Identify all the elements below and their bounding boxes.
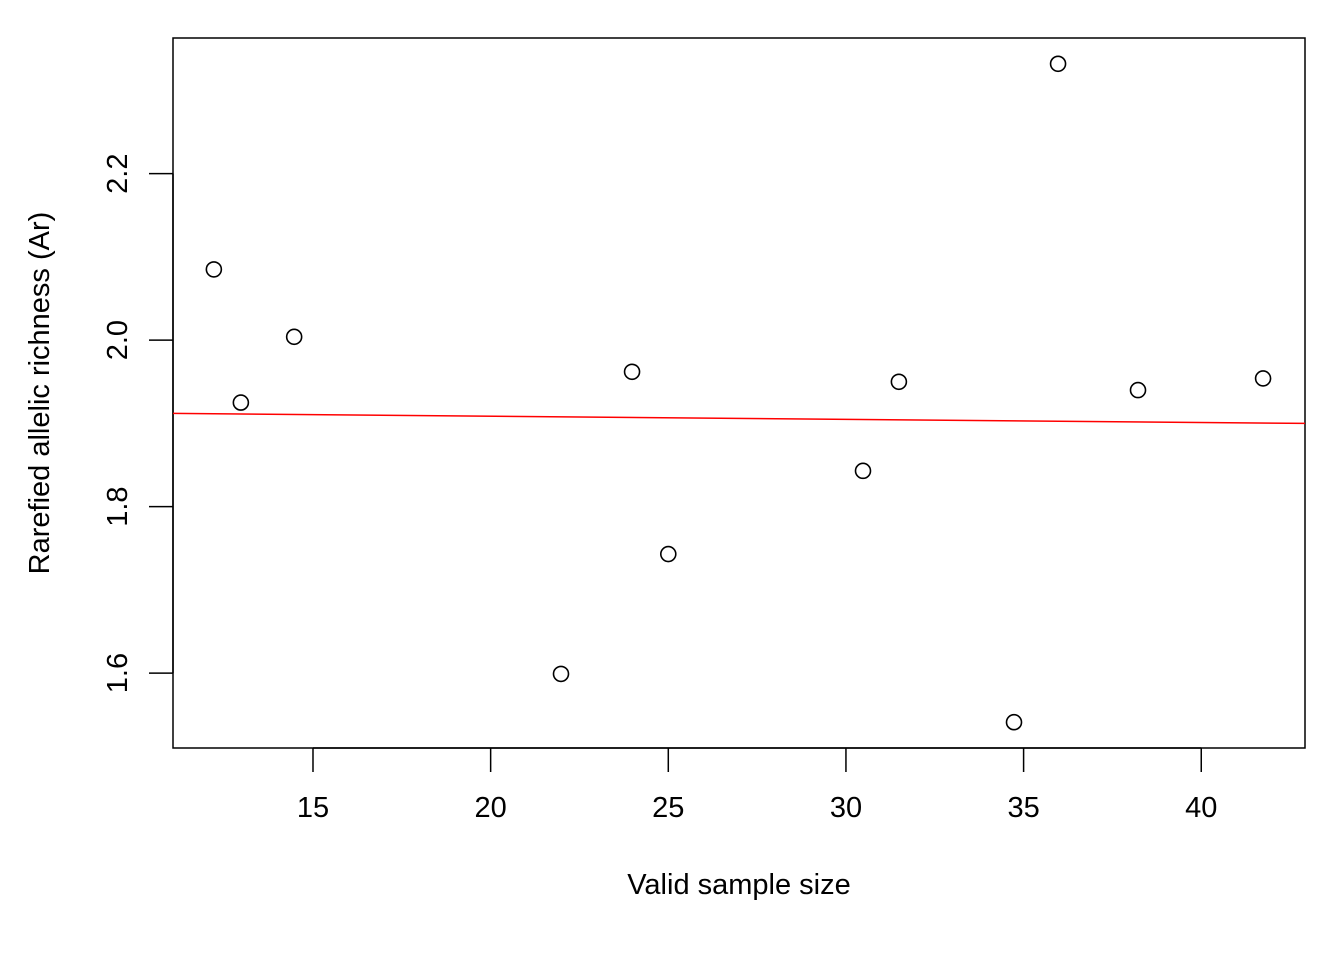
data-point [205,261,223,278]
points-group [205,55,1272,731]
data-point [890,373,908,391]
x-tick-label: 40 [1185,792,1217,824]
plot-frame [172,37,1306,749]
x-tick-label: 25 [652,792,684,824]
y-tick-label: 2.0 [102,320,134,360]
x-tick-label: 15 [297,792,329,824]
data-point [285,328,303,346]
data-point [552,665,570,683]
data-point [854,462,872,480]
x-tick-label: 20 [475,792,507,824]
x-axis-label: Valid sample size [627,869,851,901]
data-point [1254,370,1272,387]
y-tick-label: 1.8 [102,486,134,526]
x-tick-label: 35 [1007,792,1039,824]
data-point [623,363,641,381]
y-tick-label: 2.2 [102,154,134,194]
x-tick-label: 30 [830,792,862,824]
regression-line-group [172,412,1306,425]
y-axis-label: Rarefied allelic richness (Ar) [24,212,56,575]
data-point [1005,713,1023,731]
y-tick-label: 1.6 [102,653,134,693]
data-point [232,394,250,411]
data-point [1129,381,1147,399]
data-point [1049,55,1067,73]
data-point [659,545,677,563]
x-axis: 15 20 25 30 35 40 [297,747,1217,824]
y-axis: 1.6 1.8 2.0 2.2 [102,154,174,693]
regression-line [172,412,1306,425]
